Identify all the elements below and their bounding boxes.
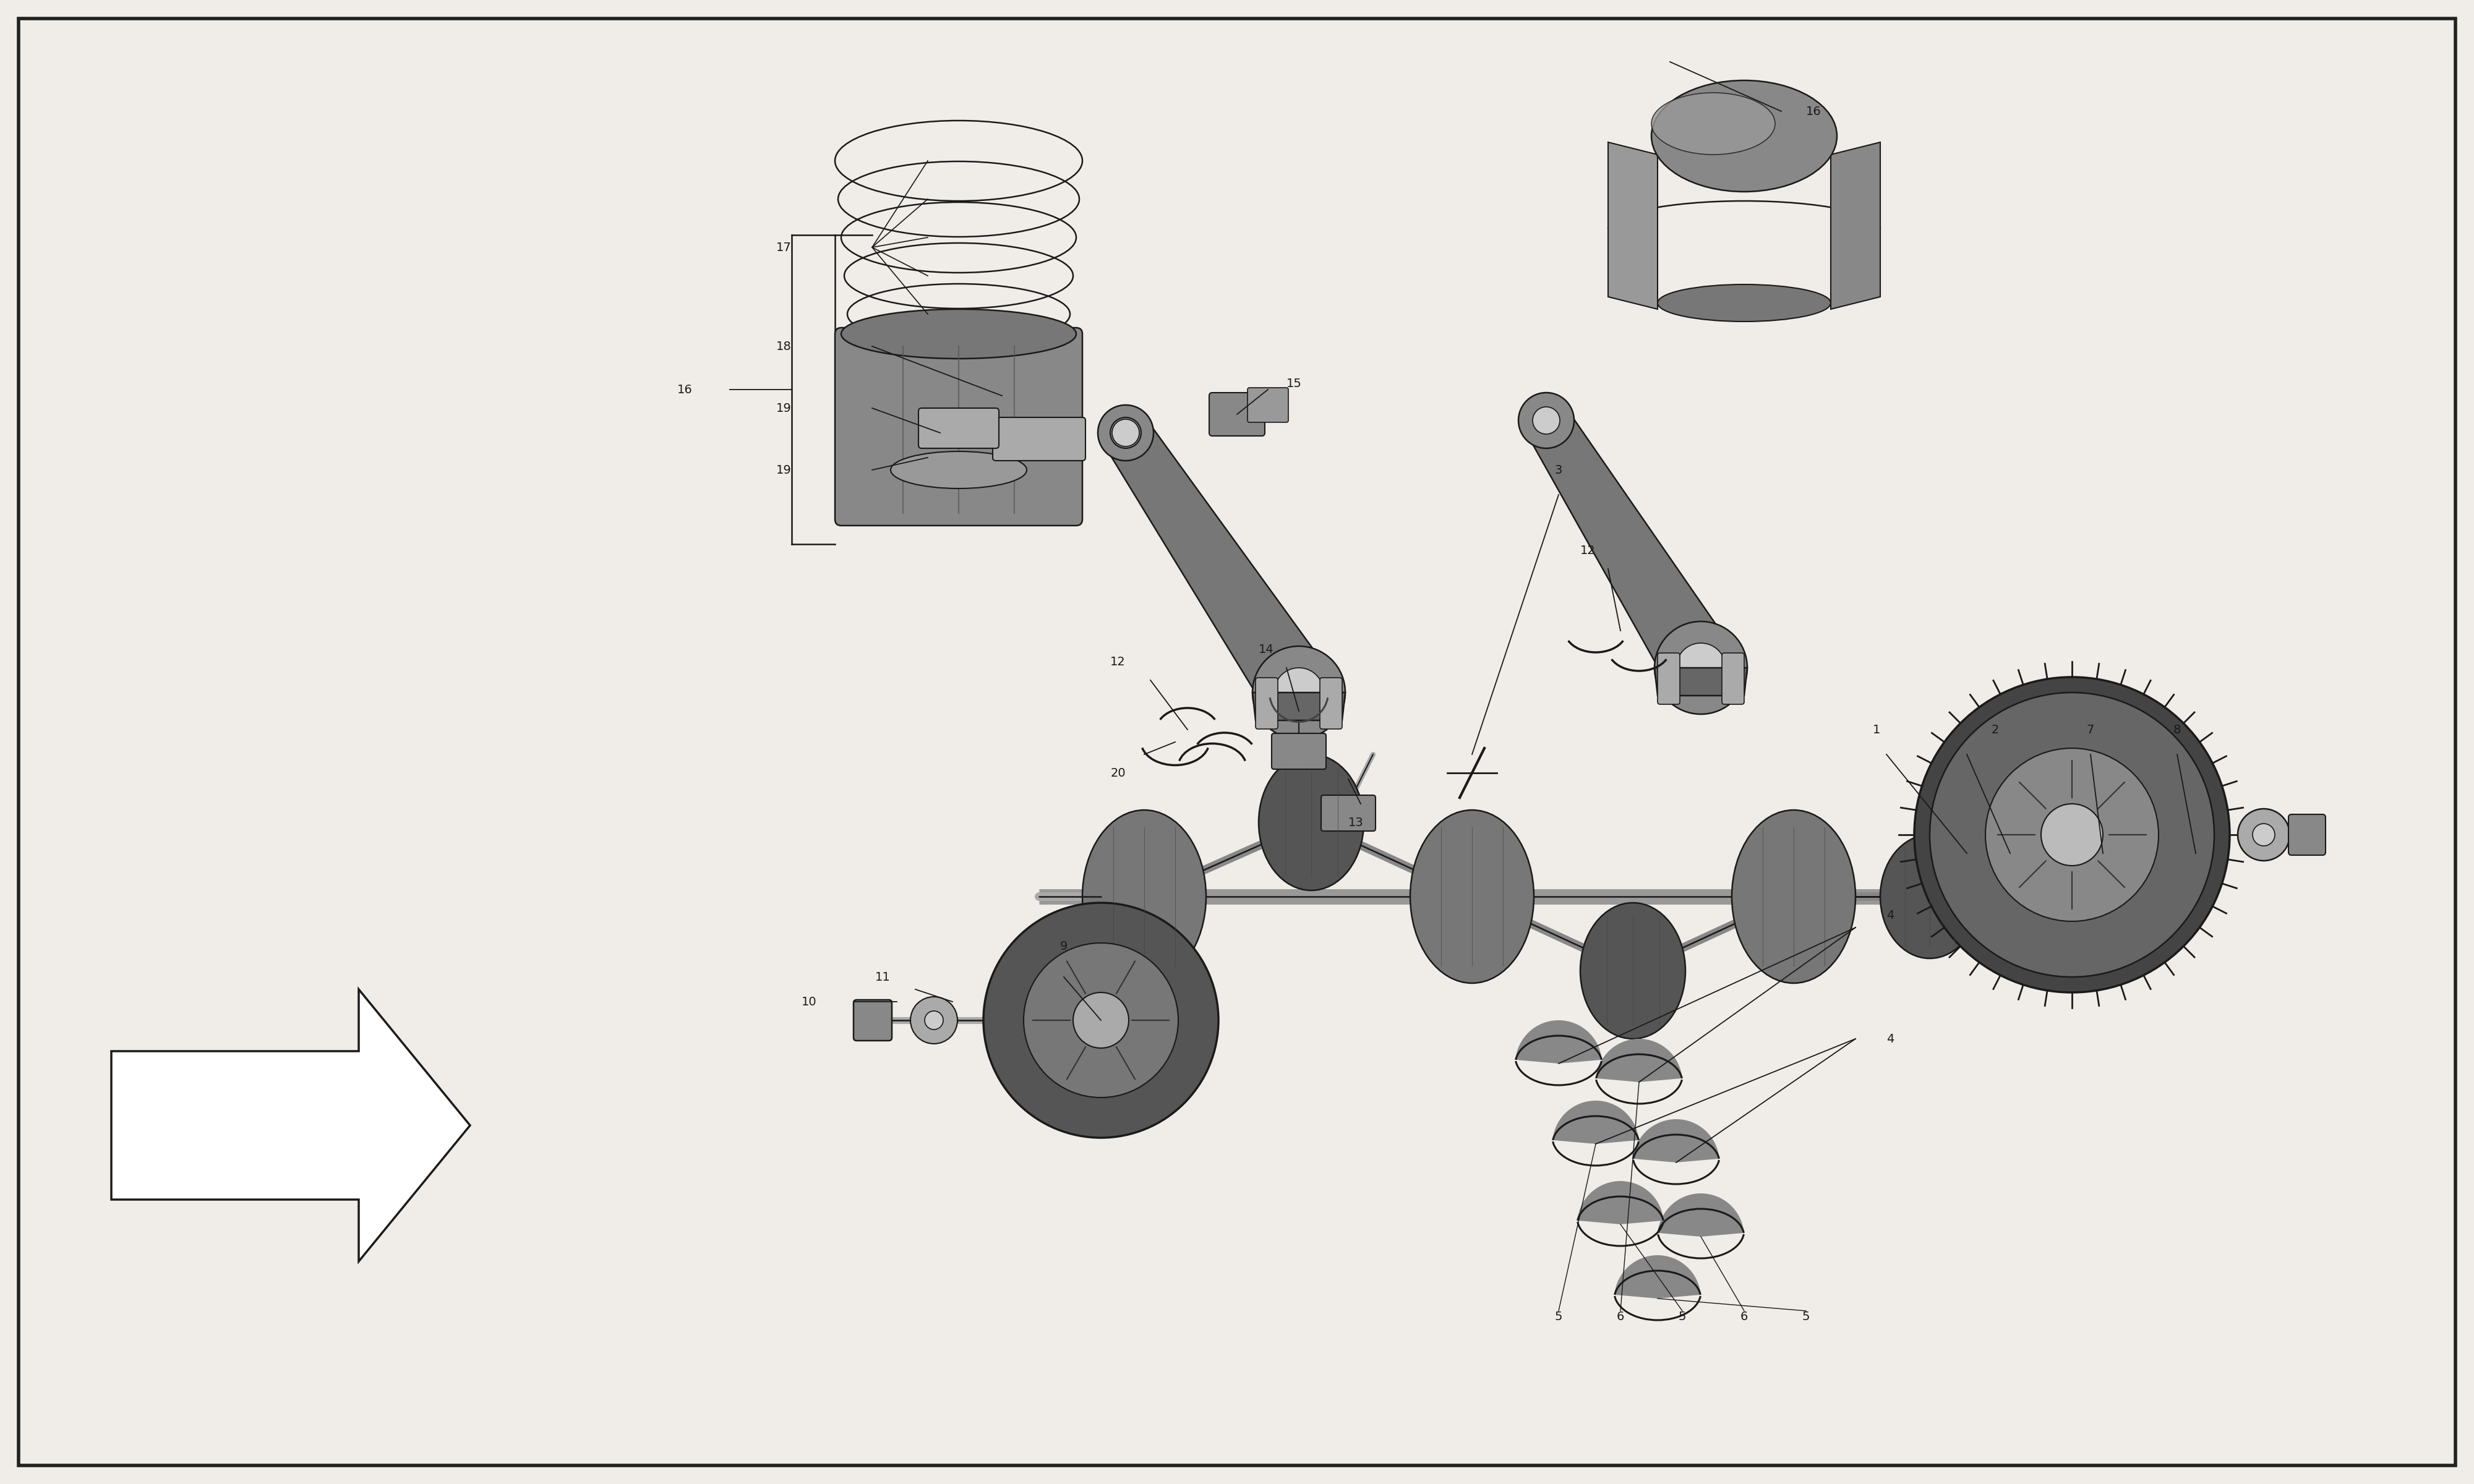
Circle shape [1519,393,1573,448]
Circle shape [2236,809,2291,861]
Text: 12: 12 [1111,656,1126,668]
Text: 4: 4 [1888,1033,1895,1045]
Circle shape [1274,668,1324,717]
Text: 16: 16 [1806,105,1821,117]
Ellipse shape [1259,754,1363,890]
Polygon shape [1608,142,1658,309]
FancyBboxPatch shape [2288,815,2326,855]
Ellipse shape [1732,810,1856,982]
Polygon shape [111,990,470,1261]
Ellipse shape [1084,810,1207,982]
Circle shape [1534,407,1561,433]
Text: 5: 5 [1554,1310,1564,1322]
FancyBboxPatch shape [854,1000,893,1040]
Text: 5: 5 [1677,1310,1687,1322]
Circle shape [1930,693,2214,976]
Circle shape [1024,942,1178,1098]
FancyBboxPatch shape [1321,678,1343,729]
Ellipse shape [1581,902,1685,1039]
Wedge shape [1633,1119,1719,1162]
Ellipse shape [1653,80,1836,191]
Text: 14: 14 [1259,644,1274,654]
Text: 19: 19 [777,464,792,476]
Circle shape [1113,418,1138,447]
Circle shape [2251,824,2276,846]
Ellipse shape [1653,92,1776,154]
Text: 3: 3 [1554,464,1564,476]
Ellipse shape [1410,810,1534,982]
Polygon shape [1831,142,1880,309]
Circle shape [925,1011,943,1030]
FancyBboxPatch shape [1722,653,1744,705]
Text: 7: 7 [2086,724,2095,736]
Text: 17: 17 [777,242,792,254]
Text: 1: 1 [1873,724,1880,736]
Wedge shape [1517,1021,1601,1064]
FancyBboxPatch shape [1210,393,1264,436]
FancyBboxPatch shape [1257,678,1279,729]
FancyBboxPatch shape [1658,653,1680,705]
Wedge shape [1596,1039,1682,1082]
Text: 18: 18 [777,340,792,352]
Text: 11: 11 [876,971,891,982]
Wedge shape [1658,1193,1744,1236]
FancyBboxPatch shape [1272,733,1326,769]
Circle shape [1915,677,2229,993]
Text: 6: 6 [1616,1310,1625,1322]
Text: 8: 8 [2172,724,2182,736]
Circle shape [1098,405,1153,460]
Circle shape [985,902,1217,1138]
Polygon shape [1526,408,1732,687]
Ellipse shape [891,451,1027,488]
Text: 16: 16 [678,384,693,395]
Text: 9: 9 [1059,941,1069,953]
Circle shape [1074,993,1128,1048]
Circle shape [1252,646,1346,739]
Text: 12: 12 [1581,545,1596,556]
Text: 13: 13 [1348,816,1363,828]
FancyBboxPatch shape [1321,795,1376,831]
Ellipse shape [1658,285,1831,322]
Polygon shape [1252,693,1346,720]
Ellipse shape [841,309,1076,359]
Text: 2: 2 [1992,724,1999,736]
Ellipse shape [1880,834,1979,959]
Circle shape [910,997,957,1043]
Text: 19: 19 [777,402,792,414]
Text: 20: 20 [1111,767,1126,779]
Wedge shape [1578,1181,1663,1224]
Text: 6: 6 [1739,1310,1749,1322]
FancyBboxPatch shape [918,408,999,448]
Text: 10: 10 [802,996,816,1008]
FancyBboxPatch shape [1247,387,1289,423]
Text: 5: 5 [1801,1310,1811,1322]
Polygon shape [1655,668,1747,696]
Circle shape [1984,748,2157,922]
FancyBboxPatch shape [836,328,1084,525]
Wedge shape [1616,1255,1700,1298]
FancyBboxPatch shape [992,417,1086,460]
Text: 4: 4 [1888,910,1895,922]
Circle shape [2041,804,2103,865]
Text: 15: 15 [1286,377,1301,389]
Circle shape [1677,643,1727,693]
Circle shape [1655,622,1747,714]
Wedge shape [1554,1101,1638,1144]
Polygon shape [1106,418,1329,714]
